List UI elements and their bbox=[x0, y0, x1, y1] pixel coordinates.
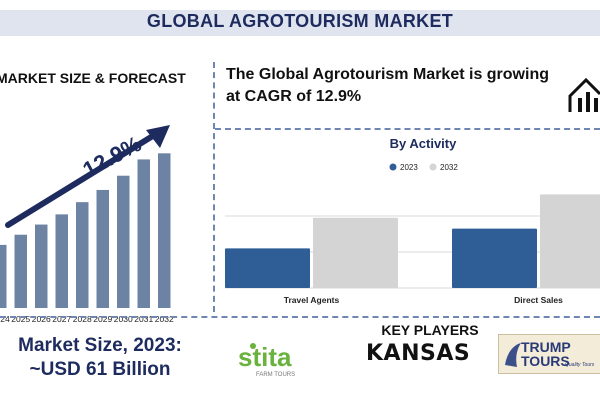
vertical-divider bbox=[213, 62, 217, 312]
forecast-tick-2029: 2029 bbox=[93, 314, 112, 324]
forecast-tick-2028: 2028 bbox=[73, 314, 92, 324]
forecast-bar-2032 bbox=[158, 153, 171, 308]
activity-category-direct-sales: Direct Sales bbox=[514, 295, 563, 305]
activity-bar-direct-sales-2023 bbox=[452, 228, 537, 288]
activity-bar-chart: By Activity 2023 2032 Travel Agents Direct… bbox=[225, 136, 600, 305]
activity-bar-travel-agents-2032 bbox=[313, 217, 398, 288]
activity-chart-title: By Activity bbox=[390, 136, 457, 151]
market-size-text: Market Size, 2023: ~USD 61 Billion bbox=[18, 335, 182, 380]
activity-category-travel-agents: Travel Agents bbox=[284, 295, 340, 305]
legend-label-2023: 2023 bbox=[400, 163, 418, 172]
forecast-tick-2025: 2025 bbox=[11, 314, 30, 324]
forecast-tick-2032: 2032 bbox=[155, 314, 174, 324]
svg-text:stita: stita bbox=[238, 342, 292, 372]
forecast-bar-chart: 202420252026202720282029203020312032 12.… bbox=[0, 125, 174, 324]
forecast-bar-2025 bbox=[14, 234, 27, 308]
forecast-bar-2029 bbox=[96, 189, 109, 308]
market-size-forecast-heading: MARKET SIZE & FORECAST bbox=[0, 70, 186, 86]
activity-legend: 2023 2032 bbox=[389, 163, 458, 172]
forecast-bar-2024 bbox=[0, 244, 7, 308]
kansas-logo: KANSAS bbox=[366, 341, 471, 366]
legend-marker-2023 bbox=[389, 163, 397, 171]
forecast-bar-2030 bbox=[117, 175, 130, 308]
svg-text:FARM TOURS: FARM TOURS bbox=[256, 372, 295, 378]
forecast-bar-2027 bbox=[55, 214, 68, 308]
house-chart-icon bbox=[568, 77, 600, 112]
legend-label-2032: 2032 bbox=[440, 163, 458, 172]
forecast-bar-2026 bbox=[35, 224, 48, 308]
forecast-bar-2031 bbox=[137, 159, 150, 308]
svg-text:TRUMP: TRUMP bbox=[521, 339, 571, 355]
forecast-bar-2028 bbox=[76, 202, 89, 308]
forecast-tick-2026: 2026 bbox=[32, 314, 51, 324]
title-band bbox=[0, 10, 600, 36]
growth-arrow bbox=[5, 125, 170, 228]
stita-logo: stita FARM TOURS bbox=[236, 340, 306, 383]
bottom-divider bbox=[0, 316, 600, 318]
page-title: GLOBAL AGROTOURISM MARKET bbox=[146, 11, 454, 31]
forecast-tick-2031: 2031 bbox=[134, 314, 153, 324]
forecast-tick-2027: 2027 bbox=[52, 314, 71, 324]
activity-bar-travel-agents-2023 bbox=[225, 248, 310, 288]
cagr-annotation: 12.9% bbox=[79, 131, 146, 182]
trump-tours-logo: TRUMP TOURS Quality Tours bbox=[498, 334, 600, 374]
svg-text:Quality Tours: Quality Tours bbox=[565, 362, 595, 368]
horizontal-divider bbox=[215, 128, 600, 130]
key-players-title: KEY PLAYERS bbox=[381, 322, 479, 338]
cagr-headline: The Global Agrotourism Market is growing… bbox=[226, 66, 549, 105]
forecast-tick-2030: 2030 bbox=[114, 314, 133, 324]
activity-bar-direct-sales-2032 bbox=[540, 194, 600, 288]
svg-text:TOURS: TOURS bbox=[521, 353, 570, 369]
forecast-tick-2024: 2024 bbox=[0, 314, 10, 324]
legend-marker-2032 bbox=[429, 163, 437, 171]
